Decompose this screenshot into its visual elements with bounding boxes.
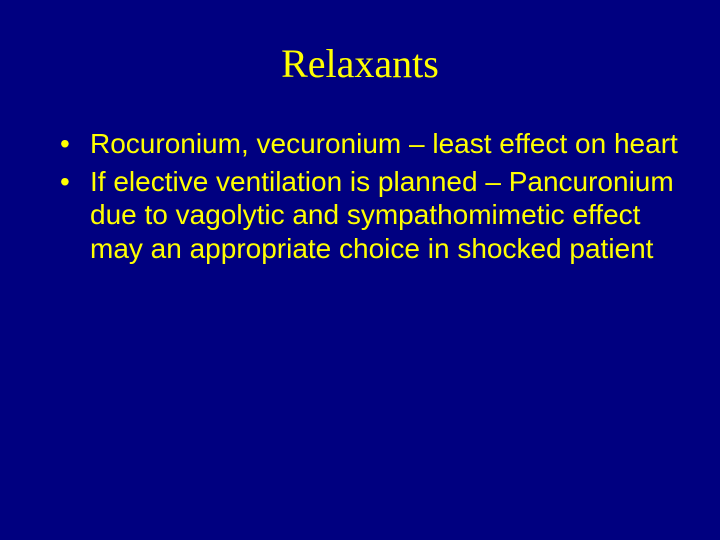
bullet-item: If elective ventilation is planned – Pan…: [60, 165, 680, 266]
slide-title: Relaxants: [40, 40, 680, 87]
bullet-list: Rocuronium, vecuronium – least effect on…: [40, 127, 680, 265]
slide-container: Relaxants Rocuronium, vecuronium – least…: [0, 0, 720, 540]
bullet-item: Rocuronium, vecuronium – least effect on…: [60, 127, 680, 161]
